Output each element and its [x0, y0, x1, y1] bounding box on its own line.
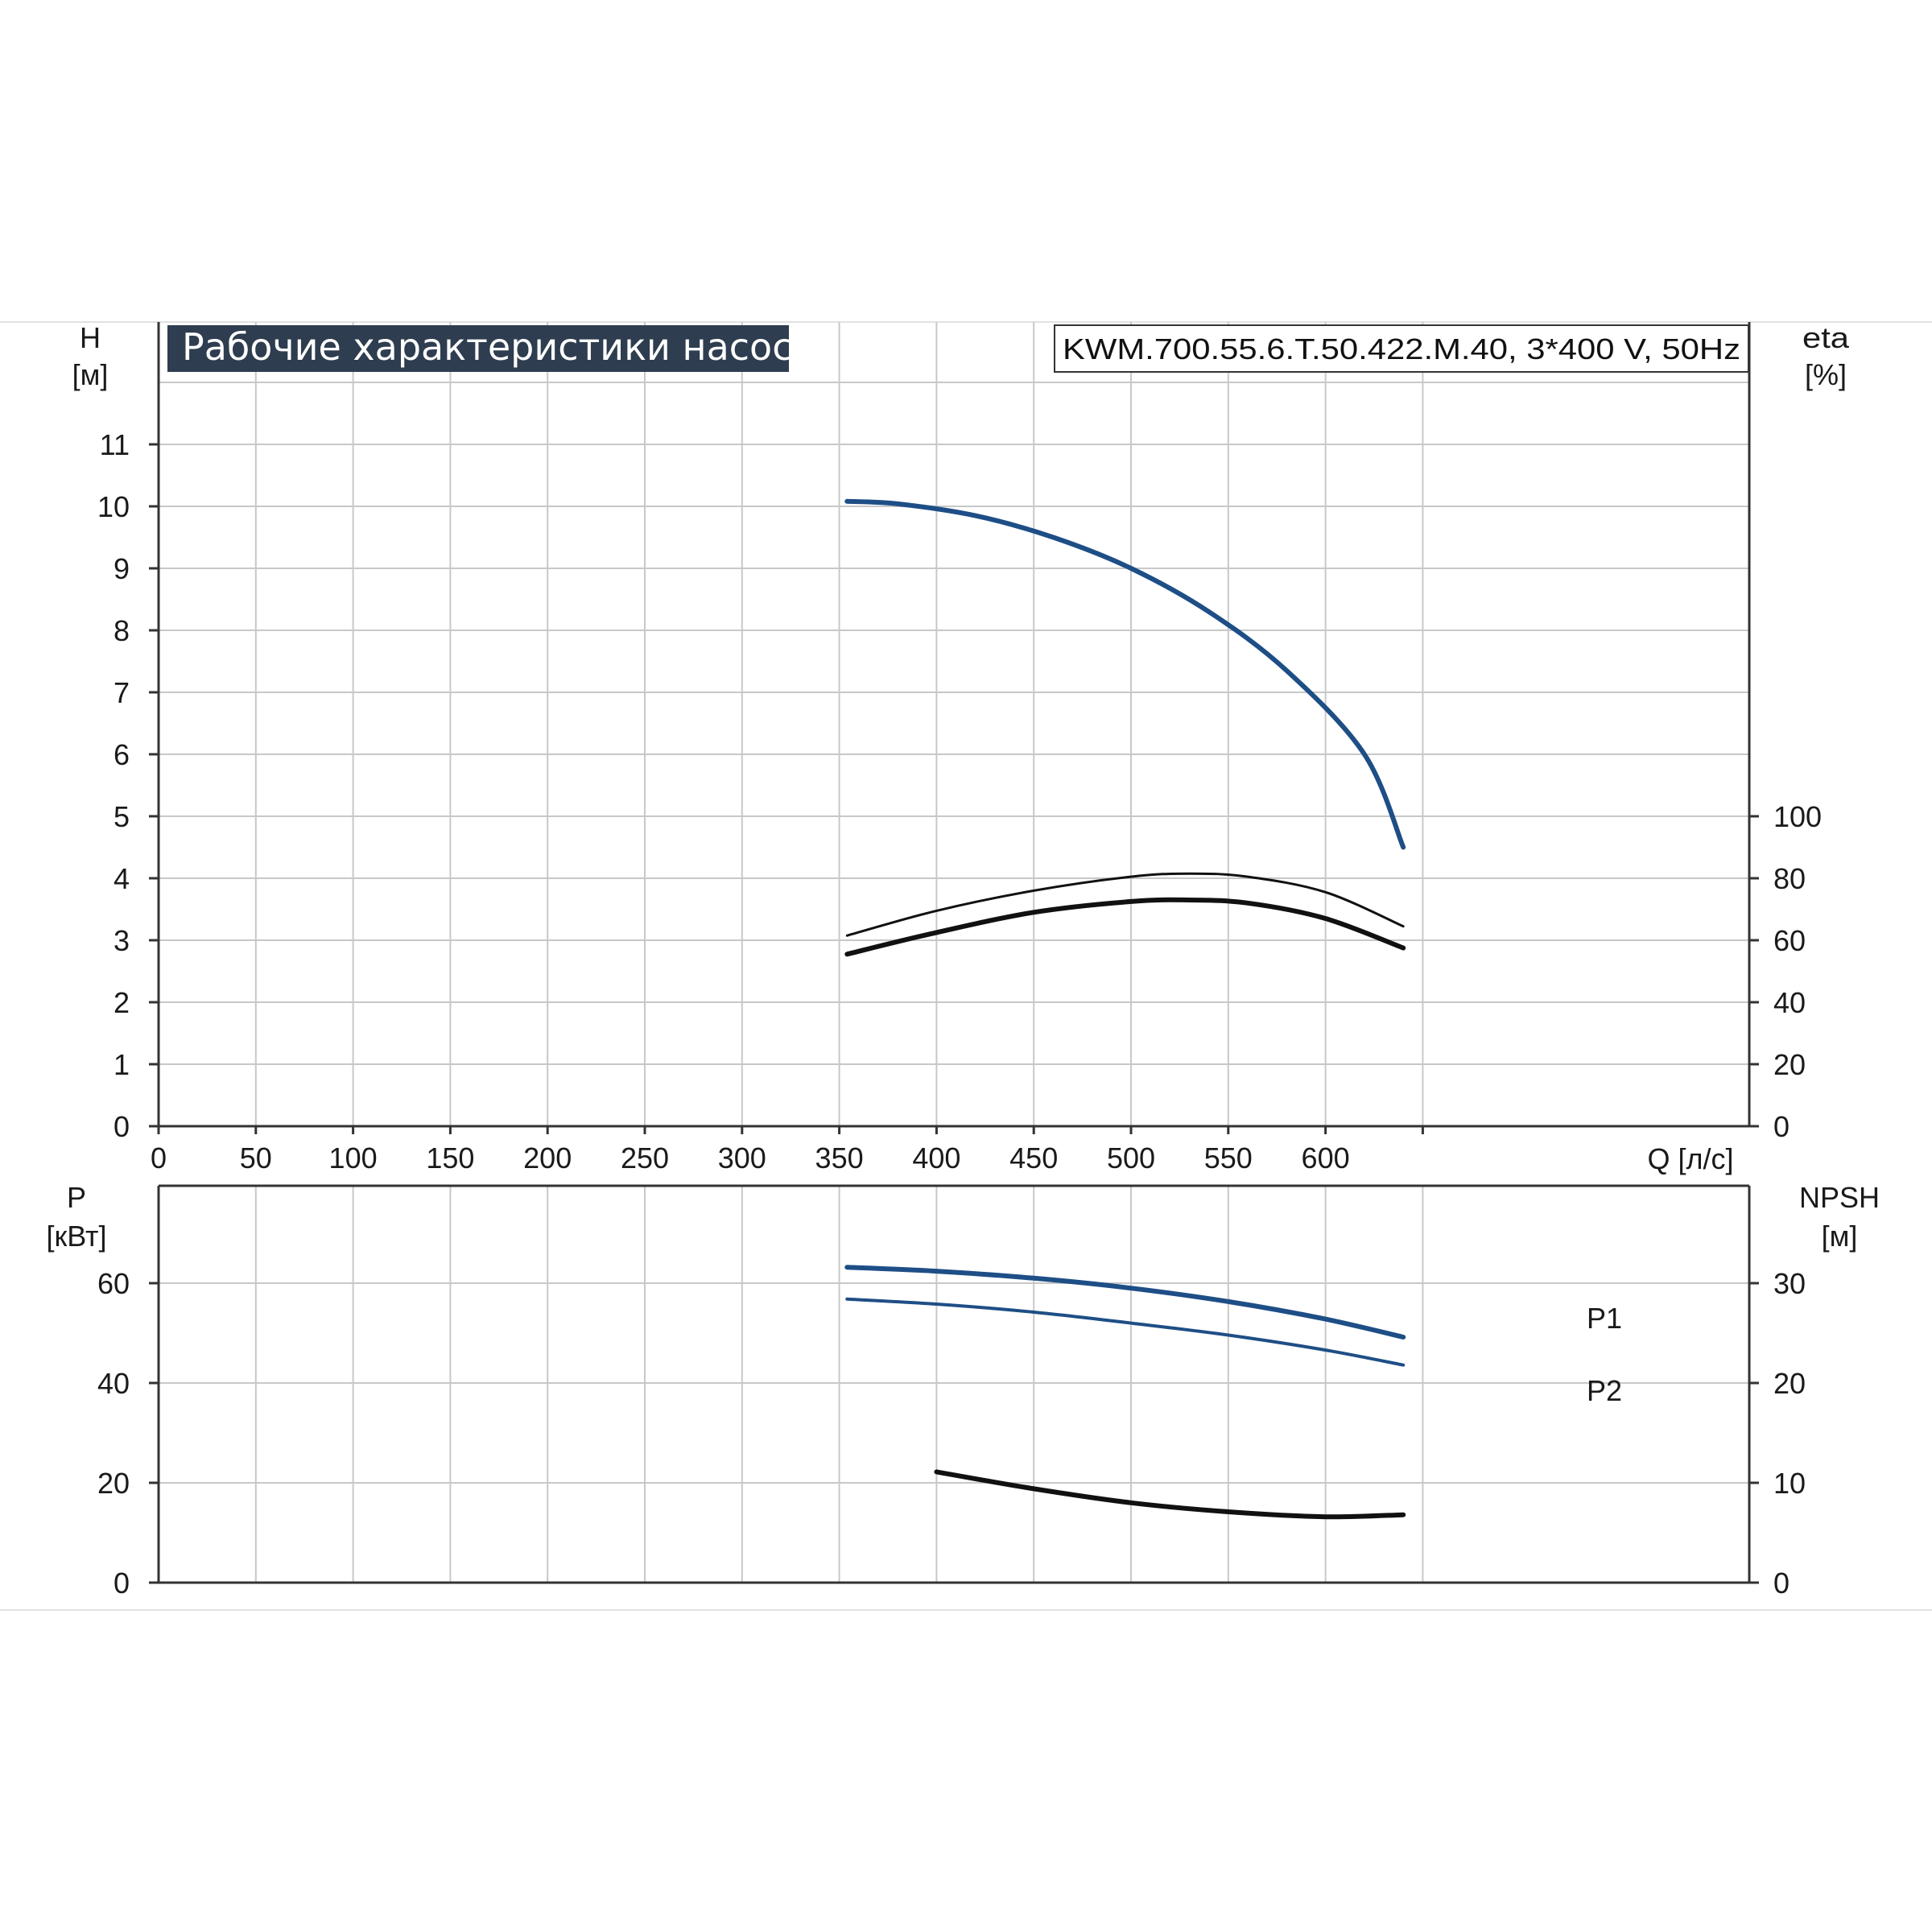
y2-tick-label: 40	[1773, 986, 1806, 1019]
x-tick-label: 200	[523, 1141, 572, 1174]
y2-tick-label: 80	[1773, 862, 1806, 895]
x-tick-label: 600	[1302, 1141, 1350, 1174]
x-tick-label: 500	[1107, 1141, 1155, 1174]
x-tick-label: 450	[1009, 1141, 1058, 1174]
model-box-frame	[1054, 324, 1749, 373]
y2-tick-label: 20	[1773, 1048, 1806, 1081]
x-tick-label: 50	[240, 1141, 272, 1174]
npsh-tick-label: 30	[1773, 1267, 1806, 1300]
chart-axes	[149, 322, 1759, 1584]
bottom-chart-grid	[159, 1184, 1749, 1583]
npsh-curve	[934, 1469, 1406, 1520]
power-axis-label-symbol: P	[67, 1181, 86, 1214]
x-tick-label: 0	[151, 1141, 167, 1174]
model-label: KWM.700.55.6.T.50.422.M.40, 3*400 V, 50H…	[1063, 332, 1740, 365]
y-tick-label: 3	[114, 924, 130, 957]
y2-tick-label: 60	[1773, 924, 1806, 957]
y2-tick-label: 0	[1773, 1110, 1790, 1143]
tick-labels: 0 50 100 150 200 250 300 350 400 450 500 550 6000123…	[97, 428, 1822, 1600]
y-tick-label: 10	[97, 490, 130, 523]
npsh-axis-label-symbol: NPSH	[1799, 1181, 1880, 1214]
y-tick-label: 8	[114, 614, 130, 647]
head-curve	[844, 498, 1406, 850]
x-tick-label: 100	[329, 1141, 378, 1174]
efficiency-axis-label-symbol: eta	[1802, 321, 1850, 354]
y-tick-label: 1	[114, 1048, 130, 1081]
y-tick-label: 11	[100, 428, 130, 461]
x-tick-label: 550	[1204, 1141, 1253, 1174]
x-tick-label: 400	[912, 1141, 960, 1174]
power-curve-p1	[844, 1265, 1406, 1340]
npsh-tick-label: 10	[1773, 1467, 1806, 1500]
head-axis-label-unit: [м]	[72, 358, 109, 391]
x-tick-label: 250	[621, 1141, 669, 1174]
power-axis-label-unit: [кВт]	[46, 1220, 106, 1253]
series-label-p1: P1	[1587, 1302, 1622, 1335]
y-tick-label: 2	[114, 986, 130, 1019]
efficiency-curve-pump	[845, 872, 1405, 937]
bottom-chart-series	[844, 1265, 1406, 1520]
chart-title-box: Рабочие характеристики насоса	[167, 325, 815, 372]
efficiency-axis-label-unit: [%]	[1805, 358, 1847, 391]
efficiency-curve-total	[844, 897, 1406, 957]
power-tick-label: 20	[97, 1467, 130, 1500]
x-tick-label: 350	[815, 1141, 864, 1174]
x-tick-label: 300	[718, 1141, 766, 1174]
npsh-axis-label-unit: [м]	[1822, 1220, 1858, 1253]
y-tick-label: 6	[114, 738, 130, 771]
y2-tick-label: 100	[1773, 800, 1822, 833]
y-tick-label: 7	[114, 676, 130, 709]
x-tick-label: 150	[426, 1141, 474, 1174]
top-chart-grid	[159, 322, 1749, 1126]
y-tick-label: 4	[114, 862, 130, 895]
series-label-p2: P2	[1587, 1374, 1622, 1407]
y-tick-label: 9	[114, 552, 130, 585]
power-tick-label: 60	[97, 1267, 130, 1300]
chart-title: Рабочие характеристики насоса	[182, 325, 815, 369]
top-chart-series	[844, 498, 1406, 957]
y-tick-label: 5	[114, 800, 130, 833]
power-curve-p2	[845, 1297, 1406, 1367]
chart-title-background	[167, 325, 789, 372]
npsh-tick-label: 0	[1773, 1567, 1790, 1600]
npsh-tick-label: 20	[1773, 1367, 1806, 1400]
power-tick-label: 40	[97, 1367, 130, 1400]
model-box: KWM.700.55.6.T.50.422.M.40, 3*400 V, 50H…	[1054, 324, 1749, 373]
flow-axis-label: Q [л/с]	[1647, 1142, 1733, 1175]
power-tick-label: 0	[114, 1567, 130, 1600]
y-tick-label: 0	[114, 1110, 130, 1143]
head-axis-label-symbol: H	[80, 321, 101, 354]
